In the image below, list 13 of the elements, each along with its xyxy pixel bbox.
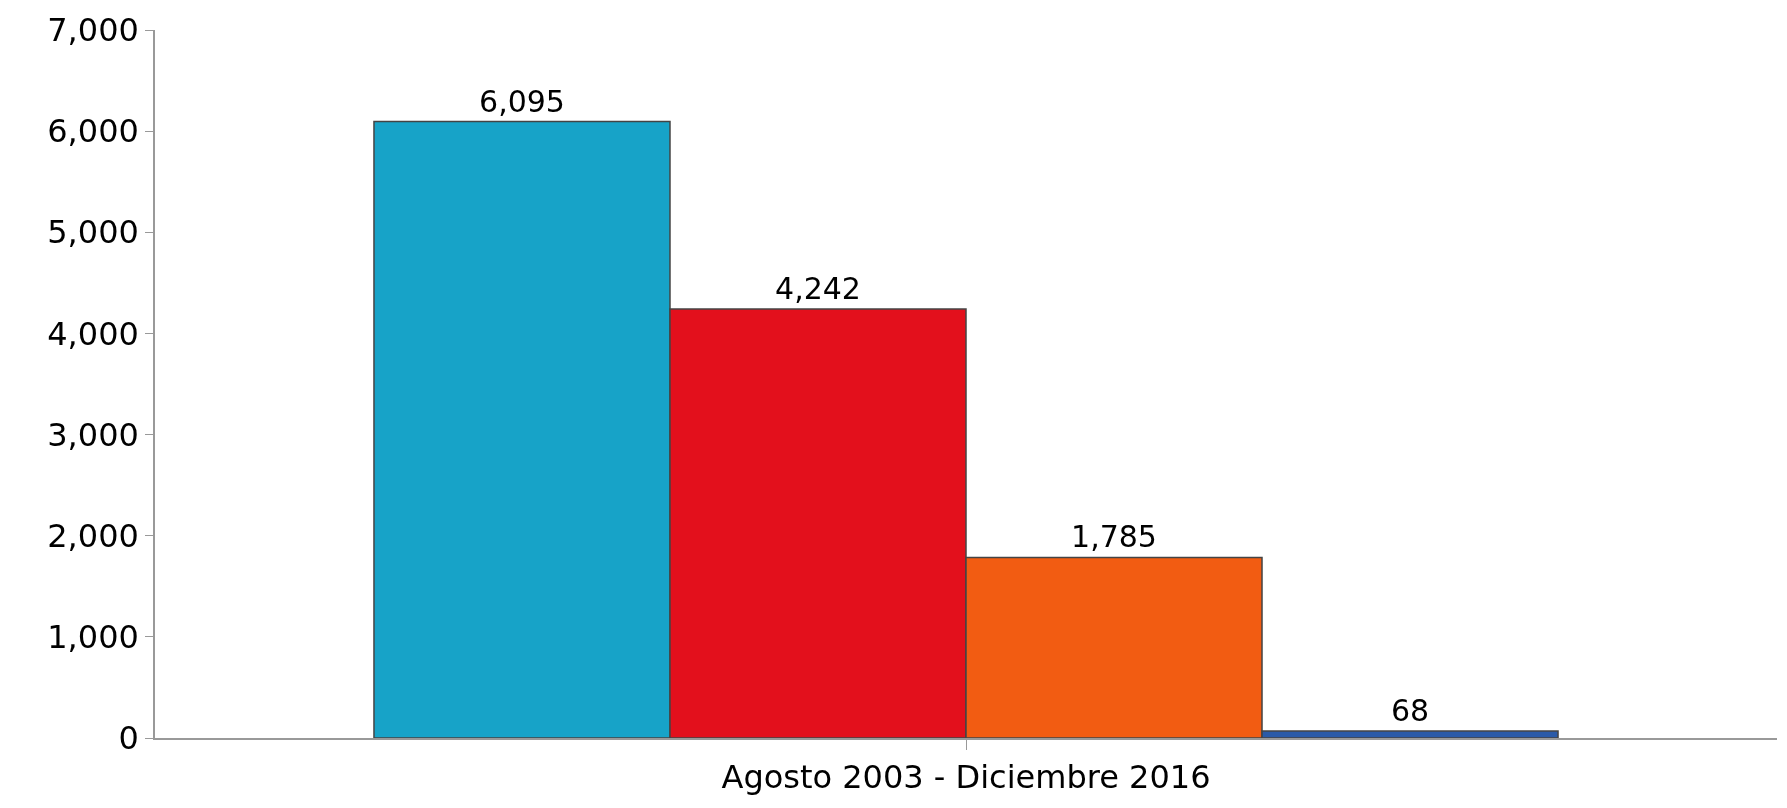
- y-tick-label: 4,000: [47, 314, 139, 353]
- data-label: 4,242: [775, 270, 861, 306]
- data-label: 68: [1390, 693, 1430, 729]
- y-tick-label: 3,000: [47, 415, 139, 454]
- y-tick-label: 7,000: [47, 11, 139, 50]
- data-label: 6,095: [479, 83, 565, 119]
- y-tick-label: 6,000: [47, 112, 139, 151]
- x-tick-label: Agosto 2003 - Diciembre 2016: [721, 758, 1211, 797]
- y-tick-label: 1,000: [47, 618, 139, 657]
- y-tick-label: 5,000: [47, 213, 139, 252]
- data-label: 1,785: [1071, 519, 1157, 555]
- y-tick-label: 0: [118, 719, 139, 758]
- y-tick-label: 2,000: [47, 516, 139, 555]
